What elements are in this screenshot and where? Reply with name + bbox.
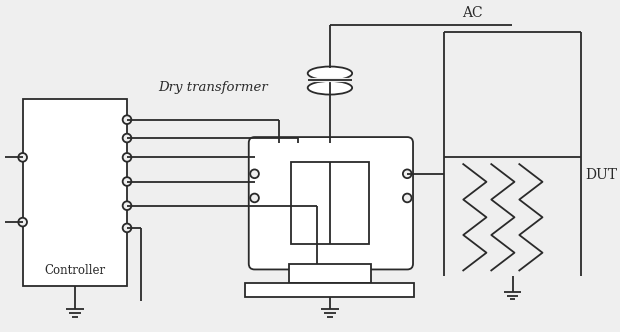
Circle shape: [403, 194, 412, 202]
Circle shape: [123, 201, 131, 210]
Circle shape: [403, 169, 412, 178]
Circle shape: [19, 153, 27, 162]
Ellipse shape: [308, 81, 352, 95]
Text: Controller: Controller: [44, 264, 105, 277]
Circle shape: [250, 169, 259, 178]
Circle shape: [123, 223, 131, 232]
Text: DUT: DUT: [585, 168, 617, 182]
FancyBboxPatch shape: [249, 137, 413, 270]
Circle shape: [123, 153, 131, 162]
Bar: [245, 283, 414, 296]
Bar: [23, 99, 127, 286]
Circle shape: [123, 134, 131, 142]
Circle shape: [123, 115, 131, 124]
Circle shape: [19, 218, 27, 226]
Ellipse shape: [308, 66, 352, 80]
Text: Dry transformer: Dry transformer: [158, 81, 268, 94]
Circle shape: [250, 194, 259, 202]
Bar: [291, 162, 368, 244]
Circle shape: [123, 177, 131, 186]
Bar: [290, 264, 371, 283]
Text: AC: AC: [462, 6, 482, 20]
